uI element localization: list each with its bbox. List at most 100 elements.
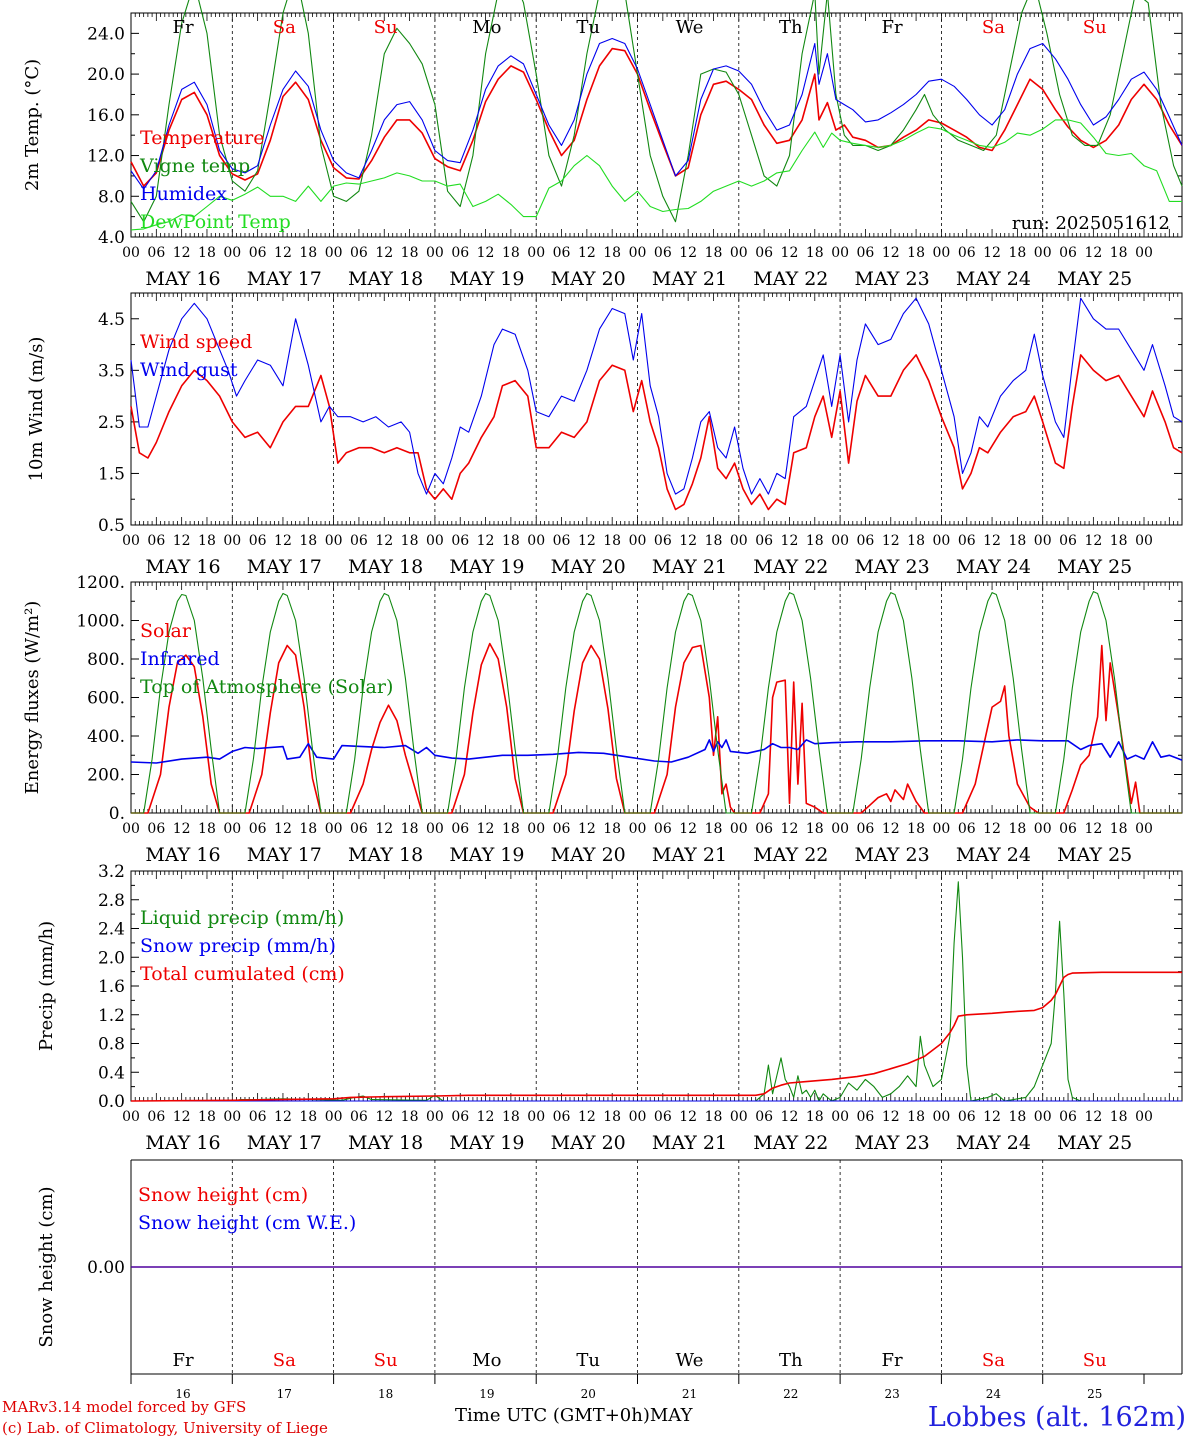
weekday-label-bottom: Mo (472, 1350, 501, 1371)
hour-tick-label: 12 (173, 821, 191, 837)
hour-tick-label: 12 (578, 245, 596, 261)
hour-tick-label: 18 (1110, 245, 1128, 261)
hour-tick-label: 00 (831, 1109, 849, 1125)
legend-entry: Liquid precip (mm/h) (140, 907, 344, 929)
plot-frame (130, 870, 1183, 1102)
hour-tick-label: 06 (1059, 821, 1077, 837)
y-tick-label: 20.0 (87, 65, 125, 85)
hour-tick-label: 06 (958, 533, 976, 549)
date-label: MAY 19 (449, 1132, 524, 1154)
day-number-label: 18 (378, 1387, 393, 1401)
hour-tick-label: 12 (375, 1109, 393, 1125)
date-label: MAY 18 (348, 1132, 423, 1154)
legend-entry: Infrared (140, 648, 220, 670)
hour-tick-label: 06 (857, 821, 875, 837)
date-label: MAY 23 (855, 844, 930, 866)
hour-tick-label: 12 (1084, 533, 1102, 549)
y-tick-label: 400. (87, 727, 125, 747)
y-tick-label: 3.2 (98, 862, 125, 882)
panel-energy: 0. 200. 400. 600. 800. 1000. 1200. Energy fluxe… (22, 573, 1183, 866)
hour-tick-label: 18 (603, 821, 621, 837)
hour-tick-label: 00 (1034, 533, 1052, 549)
date-label: MAY 22 (753, 1132, 828, 1154)
hour-tick-label: 18 (401, 533, 419, 549)
hour-tick-label: 06 (147, 533, 165, 549)
date-label: MAY 16 (145, 844, 220, 866)
weekday-label-bottom: Su (1083, 1350, 1107, 1371)
hour-tick-label: 00 (831, 245, 849, 261)
date-label: MAY 16 (145, 1132, 220, 1154)
legend-entry: Wind speed (140, 331, 252, 353)
hour-tick-label: 06 (755, 1109, 773, 1125)
hour-tick-label: 18 (198, 821, 216, 837)
weekday-label: Tu (576, 17, 600, 38)
hour-tick-label: 18 (299, 1109, 317, 1125)
hour-tick-label: 12 (983, 1109, 1001, 1125)
hour-tick-label: 06 (958, 245, 976, 261)
hour-tick-label: 12 (274, 245, 292, 261)
hour-tick-label: 06 (755, 821, 773, 837)
date-label: MAY 17 (247, 844, 322, 866)
hour-tick-label: 12 (983, 533, 1001, 549)
hour-tick-label: 06 (147, 821, 165, 837)
date-label: MAY 18 (348, 556, 423, 578)
date-label: MAY 17 (247, 268, 322, 290)
hour-tick-label: 00 (122, 245, 140, 261)
date-label: MAY 18 (348, 844, 423, 866)
date-label: MAY 23 (855, 556, 930, 578)
hour-tick-label: 00 (122, 821, 140, 837)
y-tick-label: 1.5 (98, 464, 125, 484)
hour-tick-label: 00 (629, 533, 647, 549)
y-tick-label: 24.0 (87, 24, 125, 44)
date-label: MAY 20 (551, 556, 626, 578)
hour-tick-label: 00 (527, 821, 545, 837)
y-tick-label: 0.8 (98, 1035, 125, 1055)
hour-tick-label: 18 (907, 245, 925, 261)
hour-tick-label: 12 (1084, 821, 1102, 837)
y-tick-label: 2.5 (98, 413, 125, 433)
hour-tick-label: 18 (705, 821, 723, 837)
panel-precip: 0.0 0.4 0.8 1.2 1.6 2.0 2.4 2.8 3.2 Precip (mm/h)… (36, 862, 1183, 1154)
series-line-vigne-temp (130, 0, 1183, 223)
legend-entry: Snow precip (mm/h) (140, 935, 336, 957)
hour-tick-label: 00 (730, 533, 748, 549)
legend-entry: Solar (140, 620, 192, 642)
hour-tick-label: 06 (350, 821, 368, 837)
hour-tick-label: 00 (730, 245, 748, 261)
hour-tick-label: 18 (198, 533, 216, 549)
hour-tick-label: 06 (857, 245, 875, 261)
y-tick-label: 0.5 (98, 516, 125, 536)
y-tick-label: 4.0 (98, 228, 125, 248)
y-tick-label: 1200. (76, 573, 125, 593)
y-tick-label: 3.5 (98, 361, 125, 381)
hour-tick-label: 18 (502, 821, 520, 837)
hour-tick-label: 12 (274, 821, 292, 837)
hour-tick-label: 00 (223, 533, 241, 549)
hour-tick-label: 06 (249, 245, 267, 261)
y-tick-label: 16.0 (87, 106, 125, 126)
hour-tick-label: 00 (730, 821, 748, 837)
weekday-label-bottom: Th (779, 1350, 803, 1371)
y-tick-label: 2.8 (98, 891, 125, 911)
hour-tick-label: 12 (578, 821, 596, 837)
weekday-label: Su (1083, 17, 1107, 38)
day-number-label: 16 (175, 1387, 190, 1401)
hour-tick-label: 18 (299, 821, 317, 837)
hour-tick-label: 06 (654, 1109, 672, 1125)
hour-tick-label: 18 (1008, 533, 1026, 549)
hour-tick-label: 18 (1008, 821, 1026, 837)
hour-tick-label: 00 (223, 821, 241, 837)
series-line-wind-speed (130, 354, 1183, 511)
date-label: MAY 22 (753, 268, 828, 290)
hour-tick-label: 00 (426, 245, 444, 261)
hour-tick-label: 12 (375, 245, 393, 261)
hour-tick-label: 12 (477, 245, 495, 261)
date-label: MAY 19 (449, 844, 524, 866)
date-label: MAY 24 (956, 556, 1031, 578)
hour-tick-label: 06 (654, 821, 672, 837)
hour-tick-label: 12 (983, 245, 1001, 261)
run-annotation: run: 2025051612 (1012, 213, 1170, 234)
weekday-label: Th (779, 17, 803, 38)
x-axis-title-text: Time UTC (GMT+0h) (455, 1405, 650, 1426)
date-label: MAY 16 (145, 268, 220, 290)
